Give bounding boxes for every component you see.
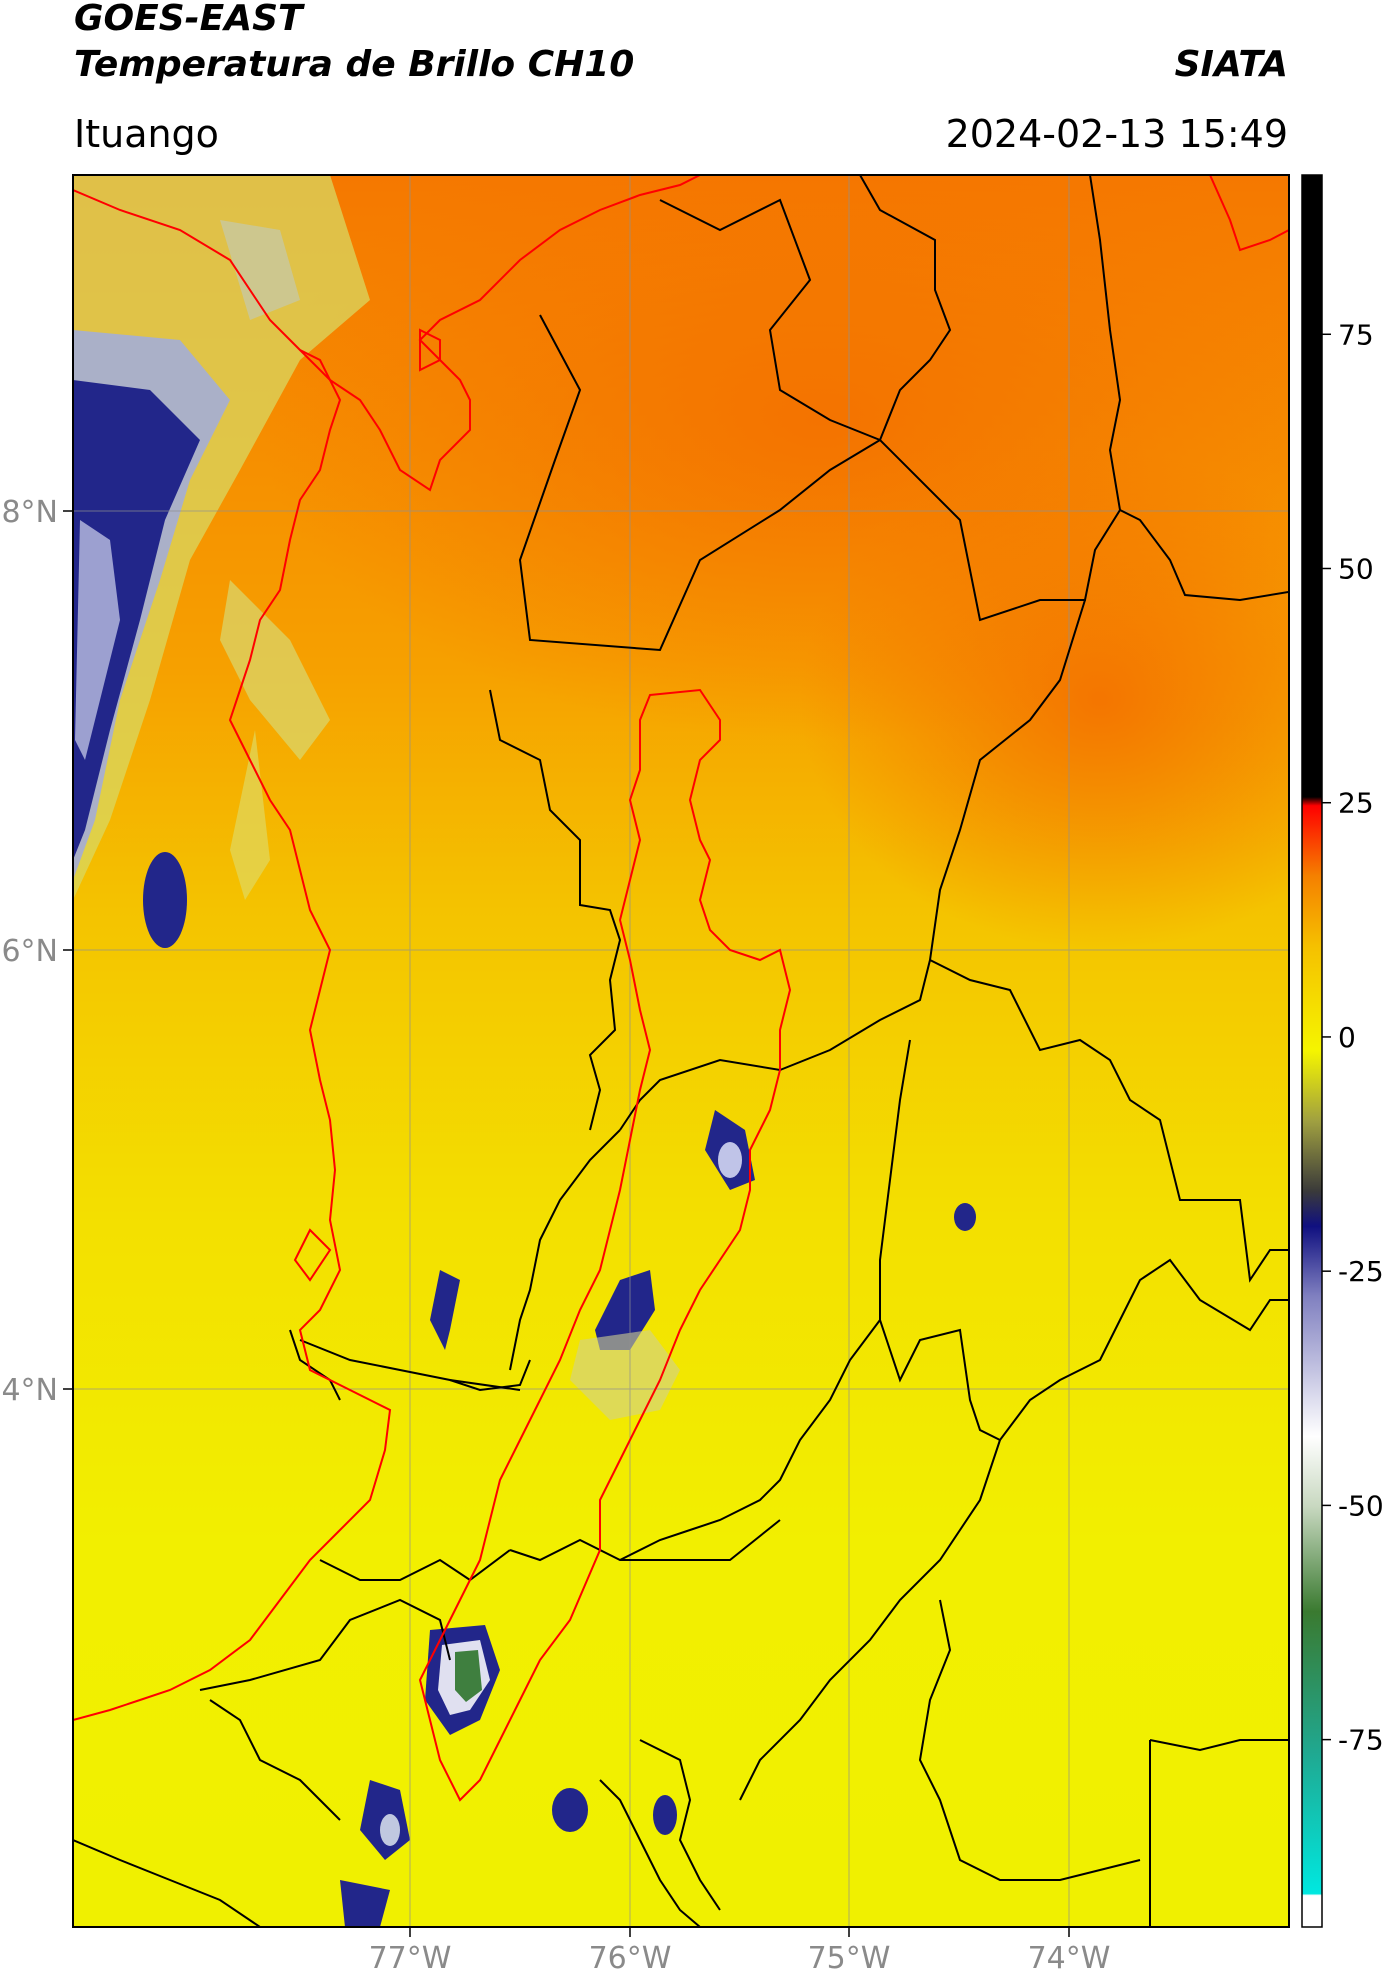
cold-cloud-cells [430, 1110, 976, 1420]
lon-label-77w: 77°W [369, 1941, 452, 1976]
lon-label-74w: 74°W [1028, 1941, 1111, 1976]
axis-ticks [63, 510, 1070, 1937]
colorbar-tick-label: -50 [1338, 1489, 1384, 1522]
lon-label-75w: 75°W [808, 1941, 891, 1976]
colorbar-tick-label: 75 [1338, 318, 1374, 351]
lon-tick-labels: 77°W 76°W 75°W 74°W [369, 1941, 1111, 1976]
lat-label-4n: 4°N [1, 1373, 58, 1408]
colorbar: 75 50 25 0 -25 -50 -75 [1301, 174, 1384, 1928]
colorbar-tick-label: 50 [1338, 552, 1374, 585]
lat-label-6n: 6°N [1, 934, 58, 969]
agency-label: SIATA [1174, 44, 1288, 85]
department-boundaries [73, 175, 1289, 1927]
product-title: Temperatura de Brillo CH10 [74, 44, 635, 85]
lat-label-8n: 8°N [1, 495, 58, 530]
lat-tick-labels: 8°N 6°N 4°N [1, 495, 58, 1408]
cold-cloud-nw [73, 175, 370, 948]
warm-region-east [800, 450, 1289, 950]
colorbar-tick-label: 25 [1338, 787, 1374, 820]
graticule [73, 175, 1289, 1927]
colorbar-scale [1301, 174, 1323, 1928]
map-panel [73, 175, 1289, 1927]
map-frame [72, 174, 1290, 1928]
coastline-and-basin [73, 175, 1289, 1802]
region-label: Ituango [74, 112, 219, 156]
colorbar-tick-label: 0 [1338, 1021, 1356, 1054]
colorbar-tick-label: -25 [1338, 1255, 1384, 1288]
cold-cloud-south [340, 1625, 677, 1927]
colorbar-ticks: 75 50 25 0 -25 -50 -75 [1322, 318, 1384, 1757]
datetime-label: 2024-02-13 15:49 [945, 112, 1288, 156]
lon-label-76w: 76°W [589, 1941, 672, 1976]
satellite-title: GOES-EAST [74, 0, 303, 39]
colorbar-tick-label: -75 [1338, 1724, 1384, 1757]
